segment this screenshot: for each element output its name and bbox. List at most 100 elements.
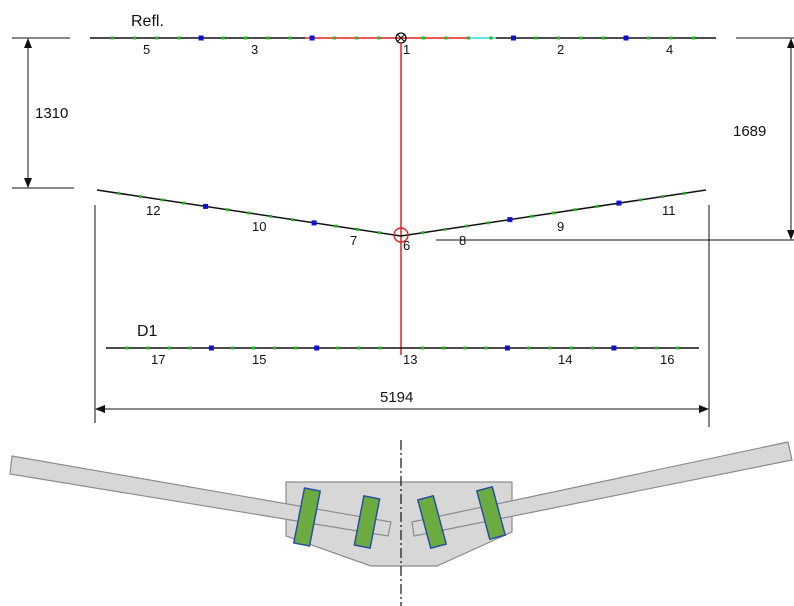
- v-element: 6 7 8 9 10 11 12: [96, 189, 707, 253]
- point-marker: [336, 346, 340, 350]
- point-marker: [357, 346, 361, 350]
- point-marker: [422, 36, 425, 40]
- point-marker: [489, 36, 493, 40]
- node-label-6: 6: [403, 238, 410, 253]
- segment-marker: [208, 345, 214, 351]
- segment-marker: [198, 35, 204, 41]
- node-label-12: 12: [146, 203, 160, 218]
- point-marker: [377, 231, 381, 235]
- segment-marker: [203, 203, 209, 209]
- point-marker: [682, 191, 686, 195]
- reflector-label: Refl.: [131, 13, 164, 30]
- point-marker: [288, 36, 292, 40]
- point-marker: [230, 346, 234, 350]
- point-marker: [138, 195, 142, 199]
- clamp-3: [416, 494, 448, 550]
- point-marker: [221, 36, 225, 40]
- segment-marker: [616, 200, 622, 206]
- mounting-bracket-illustration: [9, 440, 793, 606]
- vertex-marker-icon: [393, 227, 409, 243]
- point-marker: [444, 36, 448, 40]
- point-marker: [639, 198, 643, 202]
- point-marker: [464, 224, 468, 228]
- node-label-9: 9: [557, 219, 564, 234]
- segment-marker: [623, 35, 629, 41]
- point-marker: [290, 218, 294, 222]
- point-marker: [167, 346, 171, 350]
- node-label-3: 3: [251, 42, 258, 57]
- point-marker: [146, 346, 150, 350]
- segment-marker: [314, 345, 320, 351]
- segment-marker: [504, 345, 510, 351]
- node-label-11: 11: [662, 203, 676, 218]
- clamp-4: [475, 485, 507, 541]
- segment-marker: [611, 345, 617, 351]
- node-label-17: 17: [151, 352, 165, 367]
- point-marker: [252, 346, 255, 350]
- point-marker: [244, 36, 247, 40]
- point-marker: [334, 224, 338, 228]
- point-marker: [692, 36, 695, 40]
- point-marker: [420, 346, 424, 350]
- dimension-left: 1310: [12, 37, 74, 189]
- point-marker: [467, 36, 470, 40]
- segment-marker: [511, 35, 516, 41]
- point-marker: [654, 346, 658, 350]
- right-arm: [411, 441, 793, 537]
- point-marker: [332, 36, 336, 40]
- point-marker: [484, 346, 488, 350]
- point-marker: [182, 201, 186, 205]
- point-marker: [188, 346, 192, 350]
- point-marker: [132, 36, 136, 40]
- point-marker: [155, 36, 159, 40]
- point-marker: [463, 346, 467, 350]
- dimension-value-left: 1310: [35, 105, 68, 122]
- point-marker: [125, 346, 129, 350]
- node-label-5: 5: [143, 42, 150, 57]
- node-label-1: 1: [403, 42, 410, 57]
- point-marker: [377, 36, 381, 40]
- point-marker: [534, 36, 538, 40]
- dimension-bottom: 5194: [94, 205, 710, 427]
- point-marker: [569, 346, 573, 350]
- point-marker: [110, 36, 114, 40]
- dimension-right: 1689: [436, 37, 794, 241]
- point-marker: [421, 231, 425, 235]
- point-marker: [160, 198, 164, 202]
- point-marker: [602, 36, 605, 40]
- point-marker: [595, 204, 599, 208]
- point-marker: [557, 36, 560, 40]
- point-marker: [579, 36, 583, 40]
- point-marker: [552, 211, 555, 215]
- node-label-4: 4: [666, 42, 673, 57]
- point-marker: [647, 36, 650, 40]
- point-marker: [486, 221, 490, 225]
- point-marker: [269, 214, 273, 218]
- point-marker: [633, 346, 637, 350]
- point-marker: [225, 208, 229, 212]
- point-marker: [527, 346, 531, 350]
- node-label-2: 2: [557, 42, 564, 57]
- point-marker: [273, 346, 277, 350]
- point-marker: [294, 346, 298, 350]
- node-label-15: 15: [252, 352, 266, 367]
- mounting-plate: [285, 481, 513, 567]
- point-marker: [117, 191, 121, 195]
- point-marker: [548, 346, 552, 350]
- point-marker: [660, 195, 664, 199]
- node-label-14: 14: [558, 352, 572, 367]
- left-arm: [9, 455, 392, 537]
- point-marker: [443, 227, 447, 231]
- dimension-value-bottom: 5194: [380, 389, 413, 406]
- segment-marker: [311, 220, 317, 226]
- node-label-7: 7: [350, 233, 357, 248]
- point-marker: [378, 346, 382, 350]
- node-label-13: 13: [403, 352, 417, 367]
- point-marker: [247, 211, 251, 215]
- point-marker: [266, 36, 270, 40]
- clamp-1: [292, 487, 322, 547]
- point-marker: [573, 208, 577, 212]
- node-label-16: 16: [660, 352, 674, 367]
- point-marker: [177, 36, 181, 40]
